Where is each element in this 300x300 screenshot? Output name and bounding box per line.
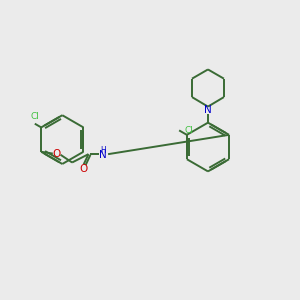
Text: O: O xyxy=(52,149,61,159)
Text: N: N xyxy=(204,105,212,115)
Text: H: H xyxy=(100,146,106,155)
Text: Cl: Cl xyxy=(184,126,194,135)
Text: O: O xyxy=(79,164,87,174)
Text: N: N xyxy=(100,150,107,160)
Text: Cl: Cl xyxy=(31,112,40,121)
